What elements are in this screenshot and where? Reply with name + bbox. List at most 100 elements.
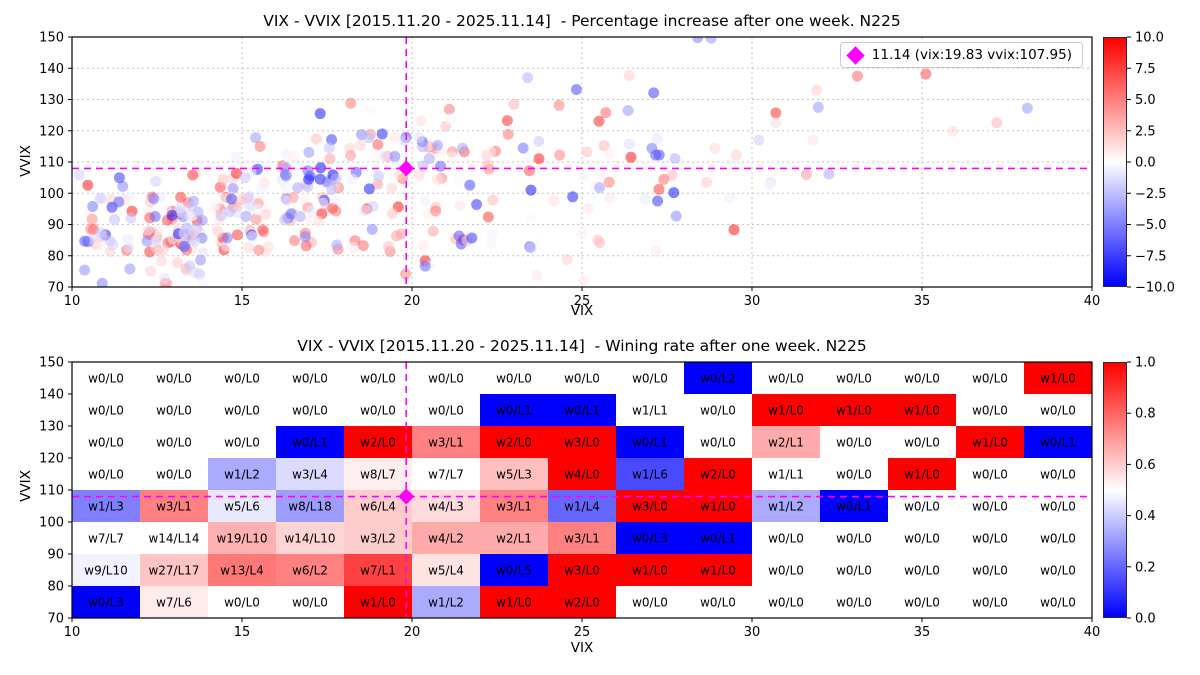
heatmap-cell-label: w0/L3 [632,532,668,546]
scatter-point [141,235,153,247]
scatter-point [87,201,99,212]
heatmap-cell [208,426,276,458]
scatter-point [252,204,264,216]
heatmap-cell-label: w0/L0 [836,564,872,578]
heatmap-cell-label: w0/L0 [292,596,328,610]
heatmap-cell [344,394,412,426]
heatmap-cell [616,458,684,490]
heatmap-cell [72,362,140,394]
heatmap-cell [140,554,208,586]
top-crosshair-diamond [398,160,415,177]
heatmap-cell [684,426,752,458]
scatter-point [531,269,543,281]
scatter-point [413,132,425,144]
y-tick-label: 120 [39,124,64,139]
scatter-point [209,199,221,210]
scatter-point [811,84,823,96]
scatter-point [523,165,535,177]
heatmap-cell-label: w0/L0 [1040,500,1076,514]
scatter-point [363,183,375,195]
scatter-point [807,134,819,146]
colorbar-tick-label: −10.0 [1135,281,1175,296]
heatmap-cell-label: w8/L18 [288,500,331,514]
heatmap-cell-label: w0/L0 [700,404,736,418]
scatter-point [432,139,443,151]
y-tick-label: 80 [47,580,64,595]
scatter-point [382,240,394,252]
scatter-point [623,138,635,150]
heatmap-cell-label: w0/L0 [972,404,1008,418]
heatmap-cell-label: w9/L10 [84,564,127,578]
scatter-point [231,229,243,241]
scatter-point [770,107,782,119]
heatmap-cell [548,426,616,458]
scatter-point [471,199,483,210]
heatmap-cell-label: w0/L0 [836,468,872,482]
heatmap-cell [140,394,208,426]
heatmap-cell [616,490,684,522]
top-grid [72,37,1093,287]
colorbar-tick-label: 0.8 [1135,407,1156,422]
scatter-point [359,205,371,217]
heatmap-cell [480,522,548,554]
heatmap-cell [956,362,1024,394]
heatmap-cell [1024,394,1092,426]
scatter-point [443,103,455,115]
heatmap-cell-label: w3/L1 [564,532,600,546]
scatter-point [502,128,514,140]
heatmap-cell [276,394,344,426]
heatmap-cell [344,522,412,554]
heatmap-cell-label: w1/L0 [1040,372,1076,386]
bottom-ylabel: VVIX [18,470,34,502]
scatter-point [231,167,242,179]
heatmap-cell-label: w13/L4 [220,564,263,578]
scatter-point [709,142,721,154]
heatmap-cell [888,490,956,522]
scatter-point [576,228,588,240]
heatmap-cell [888,426,956,458]
scatter-point [365,104,377,116]
heatmap-cell-label: w5/L6 [224,500,260,514]
heatmap-cell [140,426,208,458]
scatter-point [728,224,740,236]
heatmap-cell [480,362,548,394]
scatter-point [85,223,97,235]
heatmap-cell-label: w0/L1 [292,436,328,450]
scatter-point [196,214,208,226]
heatmap-cell-label: w0/L0 [836,436,872,450]
axis-ticks: 10 15 20 25 30 35 40 70 80 90 100 110 120 130 140 150 [39,356,1100,641]
scatter-point [123,241,135,253]
heatmap-cell-label: w0/L1 [496,404,532,418]
heatmap-cell-label: w0/L1 [564,404,600,418]
heatmap-cell-label: w0/L0 [972,468,1008,482]
heatmap-cell [412,554,480,586]
heatmap-cell-label: w7/L7 [88,532,124,546]
scatter-point [280,170,292,182]
scatter-point [250,213,262,225]
scatter-point [533,135,545,147]
scatter-point [372,139,384,150]
heatmap-cell [956,554,1024,586]
scatter-point [533,153,545,165]
heatmap-cell-label: w0/L0 [836,532,872,546]
heatmap-cell [344,362,412,394]
scatter-point [430,205,442,217]
scatter-point [86,213,98,225]
heatmap-cell-label: w1/L4 [564,500,600,514]
scatter-point [851,70,863,82]
colorbar-tick-label: 10.0 [1135,31,1164,46]
scatter-point [705,37,717,44]
heatmap-cell-label: w0/L0 [1040,404,1076,418]
heatmap-cell-label: w5/L3 [496,468,532,482]
scatter-point [653,183,665,195]
heatmap-cell-label: w0/L0 [156,404,192,418]
scatter-point [594,182,606,194]
heatmap-cell [1024,522,1092,554]
heatmap-cell-label: w4/L0 [564,468,600,482]
heatmap-cell-label: w19/L10 [216,532,267,546]
heatmap-cell [72,426,140,458]
heatmap-cell [208,394,276,426]
top-colorbar [1103,37,1127,287]
heatmap-cell [1024,362,1092,394]
